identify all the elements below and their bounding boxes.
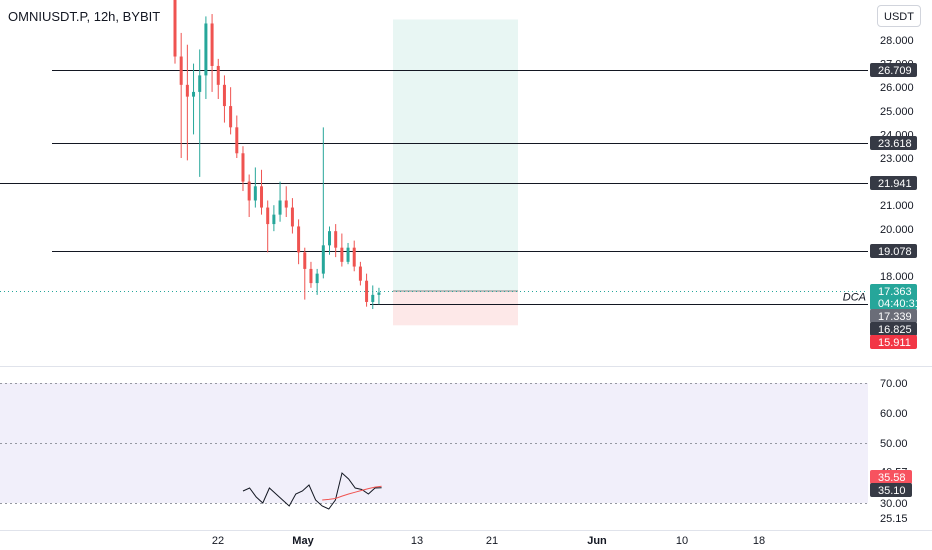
- candle-body: [303, 252, 307, 269]
- price-tick-label: 21.000: [880, 200, 914, 212]
- hline-price-label-bg: [870, 176, 917, 190]
- dca-price-label-bg: [870, 322, 917, 336]
- price-tick-label: 26.000: [880, 82, 914, 94]
- candle-body: [210, 23, 214, 66]
- candle-body: [222, 84, 226, 107]
- hline-price-label: 21.941: [878, 178, 912, 190]
- candle-body: [266, 207, 270, 225]
- candle-body: [315, 273, 319, 284]
- hline-price-label: 23.618: [878, 138, 912, 150]
- currency-button[interactable]: USDT: [877, 5, 921, 27]
- grey-price-label: 17.339: [878, 311, 912, 323]
- hline-price-label: 26.709: [878, 65, 912, 77]
- dca-price-label: 16.825: [878, 324, 912, 336]
- stop-price-label: 15.911: [878, 337, 911, 349]
- candle-body: [179, 56, 183, 85]
- candle-body: [272, 214, 276, 225]
- candle-body: [321, 245, 325, 274]
- rsi-tick-label: 60.00: [880, 408, 908, 420]
- candle-body: [352, 247, 356, 267]
- candle-body: [358, 266, 362, 281]
- rsi-line: [242, 472, 382, 510]
- candle-body: [229, 106, 233, 128]
- rsi-ma-label: 35.58: [878, 472, 906, 484]
- rsi-ma-line: [322, 485, 382, 501]
- candle-body: [297, 226, 301, 253]
- last-price-label-countdown: 04:40:31: [878, 298, 921, 310]
- candle-body: [328, 231, 331, 246]
- candle-body: [334, 231, 338, 248]
- rsi-band: [0, 383, 868, 503]
- position-tool[interactable]: [393, 19, 518, 326]
- candle-body: [346, 247, 350, 262]
- time-tick-label: 10: [676, 535, 688, 547]
- rsi-tick-label: 25.15: [880, 513, 908, 525]
- grey-price-label-bg: [870, 309, 917, 323]
- price-tick-label: 20.000: [880, 224, 914, 236]
- rsi-tick-label: 30.00: [880, 498, 908, 510]
- candle-body: [241, 153, 245, 182]
- candle-body: [278, 200, 282, 215]
- time-tick-label: 22: [212, 535, 224, 547]
- time-tick-label: Jun: [587, 535, 607, 547]
- rsi-value-label: 35.10: [878, 485, 906, 497]
- time-axis: 22 May 13 21 Jun 10 18: [0, 530, 932, 547]
- stop-price-label-bg: [870, 335, 917, 349]
- hline-price-label-bg: [870, 136, 917, 150]
- candle-body: [204, 23, 208, 76]
- rsi-ma-label-bg: [870, 470, 912, 484]
- hline-price-label-bg: [870, 63, 917, 77]
- time-tick-label: 13: [411, 535, 423, 547]
- candle-body: [216, 65, 220, 85]
- horizontal-lines: DCA: [0, 70, 868, 305]
- price-tick-label: 25.000: [880, 106, 914, 118]
- dca-annotation: DCA: [843, 292, 866, 304]
- rsi-tick-label: 50.00: [880, 438, 908, 450]
- time-tick-label: May: [292, 535, 314, 547]
- rsi-tick-label: 70.00: [880, 378, 908, 390]
- candle-body: [309, 268, 313, 284]
- candle-body: [284, 200, 288, 208]
- profit-zone: [393, 19, 518, 292]
- price-tick-label: 23.000: [880, 153, 914, 165]
- candle-body: [377, 292, 381, 295]
- price-tick-label: 18.000: [880, 271, 914, 283]
- rsi-value-label-bg: [870, 483, 912, 497]
- candle-body: [340, 247, 344, 262]
- candle-body: [290, 207, 294, 227]
- time-tick-label: 18: [753, 535, 765, 547]
- symbol-title[interactable]: OMNIUSDT.P, 12h, BYBIT: [8, 9, 161, 24]
- candle-body: [247, 181, 251, 201]
- candles: [173, 0, 381, 310]
- candle-body: [253, 186, 257, 201]
- candle-body: [192, 91, 196, 97]
- last-price-label: 17.363: [878, 286, 912, 298]
- loss-zone: [393, 291, 518, 326]
- time-tick-label: 21: [486, 535, 498, 547]
- price-labels: 26.709 23.618 21.941 19.078 17.36304:40:3117…: [870, 63, 921, 349]
- last-price-label-bg: [870, 284, 917, 310]
- price-tick-label: 28.000: [880, 35, 914, 47]
- candle-body: [173, 0, 177, 57]
- hline-price-label: 19.078: [878, 246, 912, 258]
- candle-body: [371, 294, 375, 302]
- candle-body: [235, 127, 239, 154]
- candle-body: [260, 186, 264, 208]
- hline-price-label-bg: [870, 244, 917, 258]
- candle-body: [365, 280, 369, 302]
- candle-body: [198, 75, 202, 92]
- candle-body: [185, 84, 189, 97]
